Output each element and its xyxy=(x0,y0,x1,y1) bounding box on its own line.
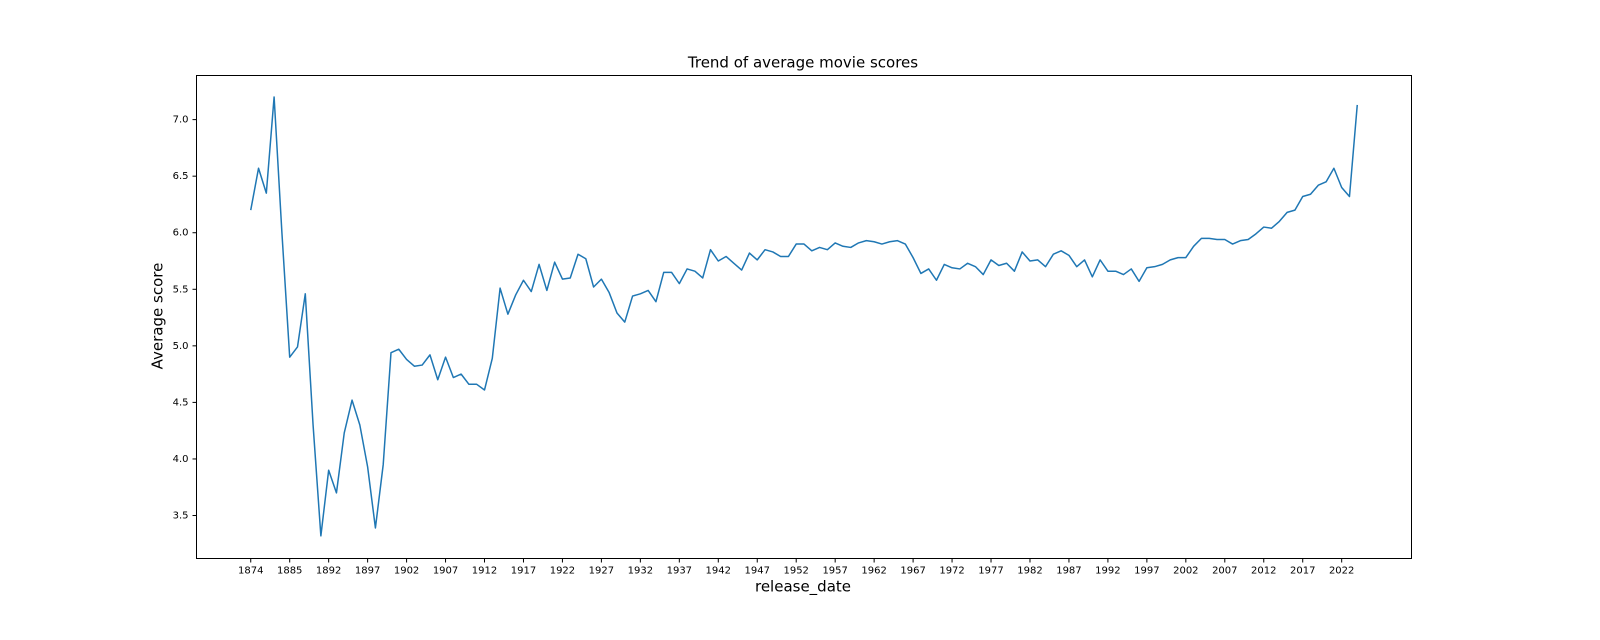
x-tick-label: 1902 xyxy=(394,566,419,577)
y-tick-label: 4.0 xyxy=(173,454,189,465)
x-tick-label: 1932 xyxy=(628,566,653,577)
chart-title: Trend of average movie scores xyxy=(687,54,918,72)
x-tick-label: 1892 xyxy=(316,566,341,577)
x-tick-label: 2022 xyxy=(1329,566,1354,577)
y-tick-label: 3.5 xyxy=(173,511,189,522)
x-tick-label: 2002 xyxy=(1173,566,1198,577)
x-tick-label: 2017 xyxy=(1290,566,1315,577)
x-tick-label: 1885 xyxy=(277,566,302,577)
axes-frame xyxy=(196,75,1412,559)
x-axis-label: release_date xyxy=(755,578,851,597)
x-tick-label: 1922 xyxy=(550,566,575,577)
y-tick-label: 6.5 xyxy=(173,171,189,182)
x-tick-label: 1907 xyxy=(433,566,458,577)
x-tick-label: 1917 xyxy=(511,566,536,577)
x-tick-label: 1992 xyxy=(1095,566,1120,577)
x-tick-label: 2007 xyxy=(1212,566,1237,577)
x-tick-label: 1962 xyxy=(861,566,886,577)
x-tick-label: 1897 xyxy=(355,566,380,577)
y-tick-label: 7.0 xyxy=(173,115,189,126)
y-tick-label: 5.0 xyxy=(173,341,189,352)
x-tick-label: 2012 xyxy=(1251,566,1276,577)
x-tick-label: 1937 xyxy=(667,566,692,577)
y-tick-label: 5.5 xyxy=(173,284,189,295)
x-tick-label: 1977 xyxy=(978,566,1003,577)
x-tick-label: 1942 xyxy=(706,566,731,577)
x-tick-label: 1997 xyxy=(1134,566,1159,577)
x-tick-label: 1912 xyxy=(472,566,497,577)
x-tick-label: 1967 xyxy=(900,566,925,577)
x-tick-label: 1957 xyxy=(822,566,847,577)
x-tick-label: 1947 xyxy=(745,566,770,577)
x-tick-label: 1972 xyxy=(939,566,964,577)
x-tick-label: 1982 xyxy=(1017,566,1042,577)
x-tick-label: 1987 xyxy=(1056,566,1081,577)
x-tick-label: 1952 xyxy=(783,566,808,577)
y-axis-label: Average score xyxy=(149,263,167,370)
y-tick-label: 4.5 xyxy=(173,397,189,408)
x-tick-label: 1874 xyxy=(238,566,263,577)
data-line xyxy=(250,96,1359,537)
x-tick-label: 1927 xyxy=(589,566,614,577)
y-tick-label: 6.0 xyxy=(173,228,189,239)
